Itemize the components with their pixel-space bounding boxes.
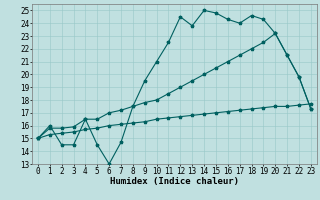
X-axis label: Humidex (Indice chaleur): Humidex (Indice chaleur) xyxy=(110,177,239,186)
